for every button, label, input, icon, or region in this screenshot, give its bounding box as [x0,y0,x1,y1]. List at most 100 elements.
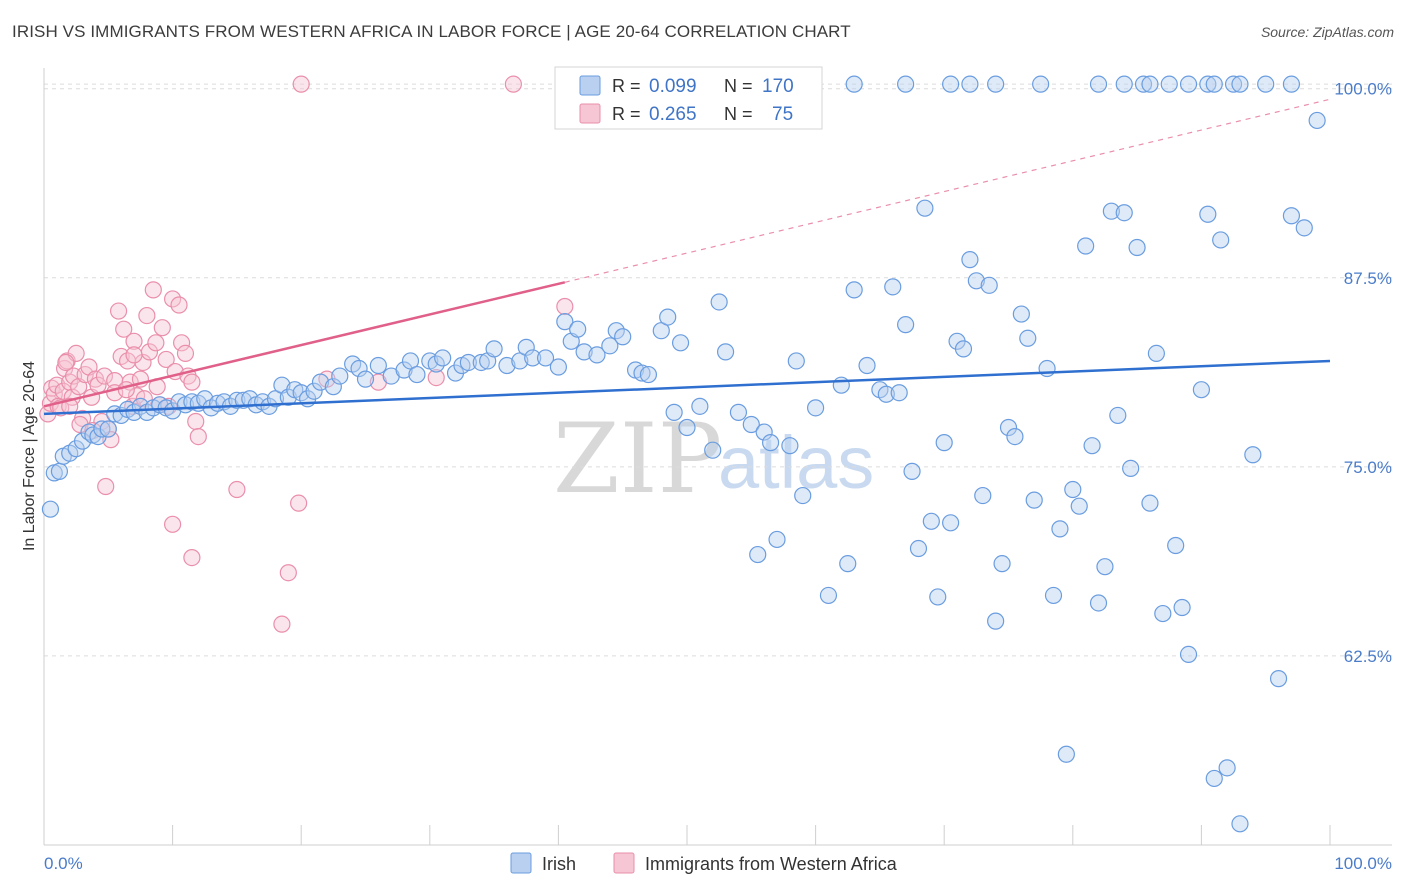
data-point-irish [1282,207,1301,225]
data-point-irish [350,359,368,378]
data-point-irish [980,276,998,294]
data-point-irish [427,355,445,373]
data-point-irish [935,434,953,452]
data-point-irish [909,539,928,558]
data-point-irish [1115,204,1133,222]
data-point-irish [549,358,568,376]
data-point-immigrants [57,353,75,372]
data-point-immigrants [290,494,308,512]
data-point-immigrants [170,296,188,314]
data-point-irish [434,349,452,367]
data-point-irish [639,365,658,384]
data-point-irish [916,199,934,217]
data-point-irish [999,418,1018,437]
x-tick-label-max: 100.0% [1334,854,1392,873]
trend-line-immigrants-extension [564,98,1331,283]
series-irish-points [41,75,1326,833]
bottom-legend-swatch-irish [510,852,532,874]
data-point-irish [761,434,780,452]
data-point-irish [884,278,902,296]
data-point-irish [729,403,748,421]
data-point-irish [942,75,960,93]
data-point-irish [1102,202,1120,220]
data-point-irish [1083,437,1101,455]
legend-n-value-immigrants: 75 [772,104,793,125]
data-point-irish [755,423,773,441]
y-tick-label: 100.0% [1334,80,1392,99]
data-point-immigrants [273,615,291,633]
data-point-immigrants [279,564,297,582]
data-point-irish [614,328,632,346]
data-point-irish [691,397,709,415]
data-point-immigrants [164,290,182,308]
data-point-irish [877,385,895,403]
data-point-irish [311,373,330,391]
data-point-immigrants [189,427,207,446]
data-point-irish [781,437,799,455]
data-point-irish [1179,645,1198,664]
data-point-irish [517,338,535,356]
data-point-irish [704,441,722,459]
data-point-immigrants [228,480,246,499]
data-point-irish [1192,381,1211,399]
data-point-irish [671,334,690,352]
legend-r-value-immigrants: 0.265 [649,104,697,125]
data-point-immigrants [504,75,522,93]
data-point-irish [1089,75,1108,93]
watermark-zip: ZIP [553,403,722,515]
data-point-irish [1205,75,1223,93]
data-point-irish [1205,769,1223,788]
data-point-immigrants [157,350,175,369]
data-point-irish [710,293,728,311]
legend-n-label-immigrants: N = [724,104,753,124]
data-point-irish [858,356,876,375]
data-point-irish [472,353,490,372]
data-point-immigrants [115,320,133,338]
data-point-immigrants [176,344,195,362]
data-point-irish [1115,75,1133,93]
x-tick-label-min: 0.0% [44,854,83,873]
data-point-irish [749,545,767,564]
legend-r-label-irish: R = [612,76,641,96]
x-axis-ticks [43,825,1331,845]
data-point-irish [228,391,246,409]
data-point-irish [292,384,310,402]
data-point-irish [1282,75,1301,93]
data-point-immigrants [187,412,205,431]
data-point-irish [1070,497,1088,515]
data-point-irish [922,512,940,530]
data-point-irish [1173,598,1191,617]
data-point-irish [1038,359,1056,378]
data-point-irish [665,403,683,421]
data-point-irish [890,384,908,402]
data-point-immigrants [183,373,201,391]
trend-line-irish [43,359,1331,416]
bottom-legend-label-irish: Irish [542,854,576,874]
data-point-immigrants [109,302,128,320]
y-tick-labels: 62.5% 75.0% 87.5% 100.0% [1334,80,1392,666]
data-point-irish [845,75,863,93]
data-point-irish [961,251,979,269]
data-point-irish [1128,238,1146,257]
data-point-irish [1122,459,1140,477]
data-point-irish [459,353,477,372]
data-point-immigrants [164,515,182,533]
y-tick-label: 75.0% [1344,458,1392,477]
data-point-irish [305,382,323,400]
data-point-immigrants [97,477,115,496]
data-point-irish [1308,111,1326,130]
chart-title: IRISH VS IMMIGRANTS FROM WESTERN AFRICA … [12,22,851,41]
data-point-irish [607,322,625,340]
legend-swatch-irish [579,75,601,96]
data-point-irish [787,352,805,370]
bottom-legend-swatch-immigrants [613,852,635,874]
data-point-immigrants [173,334,191,352]
data-point-irish [1295,219,1313,237]
data-point-irish [1141,75,1159,93]
data-point-irish [575,343,593,361]
data-point-irish [839,555,857,573]
data-point-irish [1244,446,1262,464]
data-point-irish [987,75,1005,93]
data-point-irish [942,514,960,532]
